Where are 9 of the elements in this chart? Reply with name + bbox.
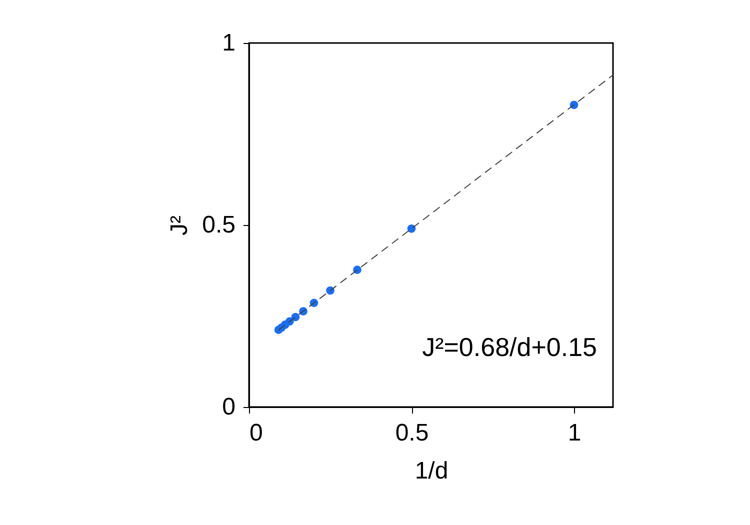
x-tick-label: 0 bbox=[250, 420, 263, 446]
y-tick-label: 0.5 bbox=[202, 212, 236, 238]
y-axis-title: J² bbox=[166, 216, 194, 236]
x-axis-title: 1/d bbox=[414, 458, 448, 484]
y-tick-label: 1 bbox=[222, 30, 236, 56]
y-tick-label: 0 bbox=[222, 394, 236, 420]
annotation: J²=0.68/d+0.15 bbox=[422, 332, 597, 362]
x-tick-label: 0.5 bbox=[395, 420, 429, 446]
x-tick-label: 1 bbox=[568, 420, 582, 446]
